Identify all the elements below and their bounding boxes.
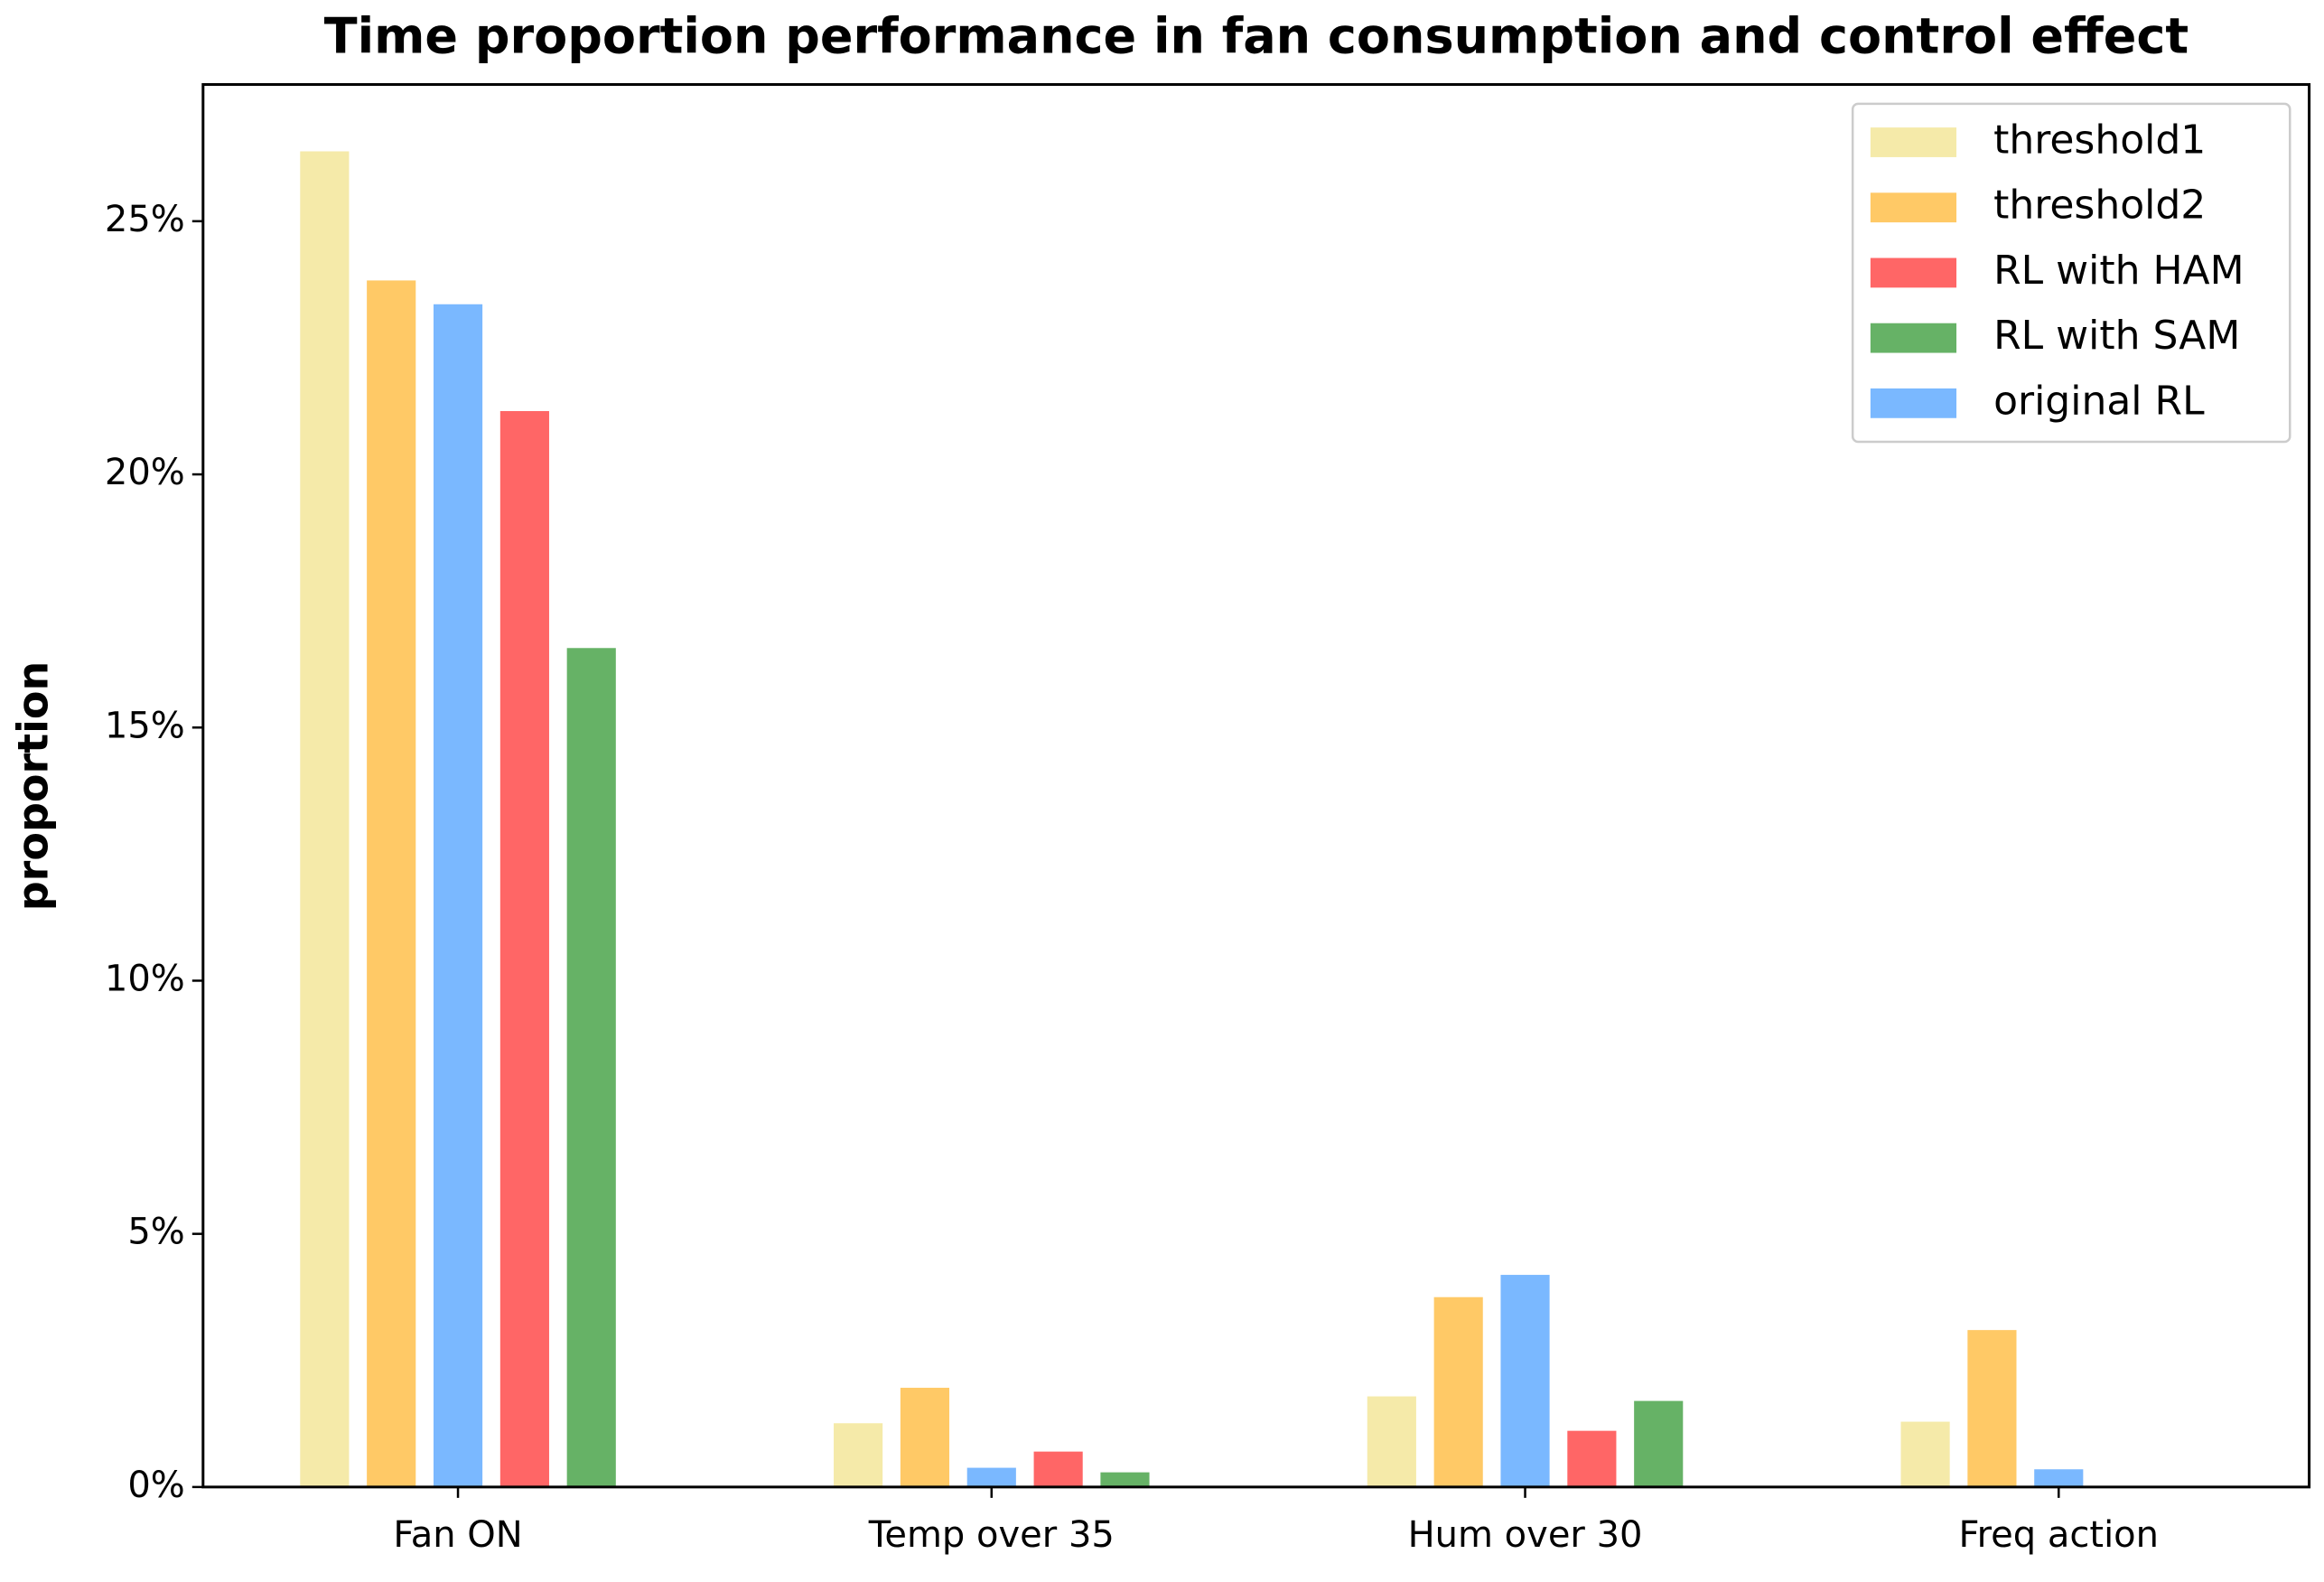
bar [1100, 1472, 1150, 1487]
legend-box [1851, 102, 2291, 444]
bar [433, 304, 483, 1487]
bar [966, 1467, 1016, 1487]
x-tick-label: Hum over 30 [1408, 1514, 1643, 1556]
y-tick-label: 0% [127, 1465, 184, 1506]
legend-label: original RL [1993, 378, 2205, 424]
legend-swatch [1870, 127, 1957, 157]
bar [566, 648, 616, 1487]
bar [499, 410, 549, 1487]
chart-title: Time proportion performance in fan consu… [324, 8, 2189, 65]
y-tick-label: 10% [105, 958, 185, 999]
y-tick-label: 20% [105, 452, 185, 493]
x-tick-label: Fan ON [393, 1514, 522, 1556]
bar [1900, 1421, 1950, 1487]
y-axis-label: proportion [9, 661, 58, 912]
x-tick-label: Temp over 35 [868, 1514, 1115, 1556]
legend-label: threshold1 [1993, 117, 2206, 164]
bar [1567, 1430, 1617, 1487]
y-tick-label: 5% [127, 1212, 184, 1253]
bar [1033, 1451, 1083, 1487]
legend-swatch [1870, 192, 1957, 223]
bar [1500, 1275, 1550, 1487]
bar [1634, 1400, 1684, 1487]
legend-swatch [1870, 323, 1957, 353]
bar [1967, 1330, 2017, 1487]
legend-label: RL with SAM [1993, 313, 2240, 359]
bar [300, 151, 350, 1487]
y-tick-label: 15% [105, 705, 185, 746]
legend-swatch [1870, 388, 1957, 418]
x-tick-label: Freq action [1959, 1514, 2160, 1556]
y-tick-label: 25% [105, 199, 185, 240]
legend-swatch [1870, 257, 1957, 288]
bar [900, 1388, 950, 1487]
bar [834, 1423, 883, 1487]
bar [367, 280, 416, 1487]
legend-label: threshold2 [1993, 183, 2206, 229]
bar [1367, 1396, 1416, 1487]
bar [2034, 1469, 2084, 1487]
plot-frame [201, 83, 2311, 1489]
bar [1433, 1296, 1483, 1487]
legend-label: RL with HAM [1993, 248, 2245, 294]
